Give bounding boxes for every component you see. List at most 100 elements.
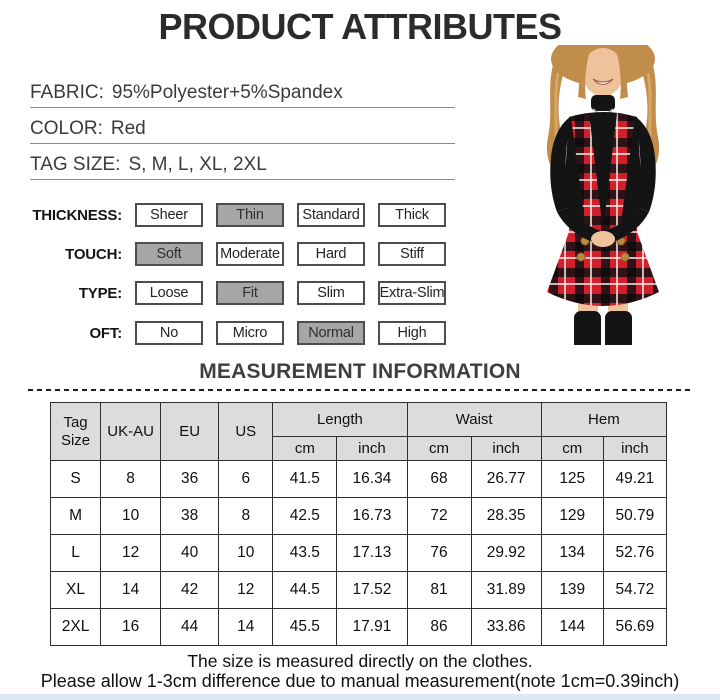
option-extra-slim: Extra-Slim [378, 281, 446, 305]
dashed-divider [28, 389, 690, 391]
option-thin: Thin [216, 203, 284, 227]
option-soft: Soft [135, 242, 203, 266]
measure-value: 38 [160, 497, 220, 535]
measure-value: 14 [218, 608, 274, 646]
measure-value: 36 [160, 460, 220, 498]
measure-value: 8 [218, 497, 274, 535]
model-waistband [569, 221, 637, 232]
option-fit: Fit [216, 281, 284, 305]
attribute-label: TYPE: [78, 284, 122, 302]
spec-value: S, M, L, XL, 2XL [128, 154, 267, 175]
measure-value: 8 [100, 460, 162, 498]
measure-value: 16 [100, 608, 162, 646]
measure-value: 72 [406, 497, 472, 535]
spec-value: 95%Polyester+5%Spandex [111, 82, 343, 103]
option-micro: Micro [216, 321, 284, 345]
measure-value: 42.5 [272, 497, 338, 535]
option-normal: Normal [297, 321, 365, 345]
model-smile [592, 78, 614, 86]
size-row-s: S 8 36 6 41.5 16.34 68 26.77 125 49.21 [49, 460, 668, 498]
measure-value: 42 [160, 571, 220, 609]
product-photo [546, 45, 660, 345]
measure-value: 17.13 [336, 534, 408, 572]
measure-value: 52.76 [602, 534, 668, 572]
size-row-l: L 12 40 10 43.5 17.13 76 29.92 134 52.76 [49, 534, 668, 572]
measure-value: 45.5 [272, 608, 338, 646]
measure-value: 144 [540, 608, 604, 646]
measure-value: 54.72 [602, 571, 668, 609]
measure-value: 139 [540, 571, 604, 609]
measure-value: 86 [406, 608, 472, 646]
attribute-row-type: TYPE: Loose Fit Slim Extra-Slim [0, 280, 446, 306]
size-label: L [49, 534, 102, 572]
spec-label: TAG SIZE: [30, 154, 121, 175]
model-strap [604, 113, 635, 223]
col-subheader-cm: cm [540, 436, 604, 461]
col-header-hem: Hem [540, 402, 668, 437]
measure-value: 28.35 [470, 497, 542, 535]
col-subheader-cm: cm [272, 436, 338, 461]
measure-value: 12 [100, 534, 162, 572]
option-stiff: Stiff [378, 242, 446, 266]
measure-value: 10 [100, 497, 162, 535]
model-skirt [547, 229, 659, 306]
measure-value: 134 [540, 534, 604, 572]
measure-value: 29.92 [470, 534, 542, 572]
option-moderate: Moderate [216, 242, 284, 266]
size-label: M [49, 497, 102, 535]
col-header-tag-size: Tag Size [49, 402, 102, 461]
spec-value: Red [110, 118, 146, 139]
measure-value: 16.34 [336, 460, 408, 498]
option-loose: Loose [135, 281, 203, 305]
col-subheader-cm: cm [406, 436, 472, 461]
attribute-label: OFT: [89, 324, 122, 342]
model-face [582, 48, 624, 96]
spec-label: COLOR: [30, 118, 103, 139]
measure-value: 10 [218, 534, 274, 572]
size-row-m: M 10 38 8 42.5 16.73 72 28.35 129 50.79 [49, 497, 668, 535]
size-row-xl: XL 14 42 12 44.5 17.52 81 31.89 139 54.72 [49, 571, 668, 609]
measure-value: 56.69 [602, 608, 668, 646]
measure-value: 129 [540, 497, 604, 535]
size-row-2xl: 2XL 16 44 14 45.5 17.91 86 33.86 144 56.69 [49, 608, 668, 646]
measure-value: 17.91 [336, 608, 408, 646]
model-strap [571, 113, 602, 223]
col-header-waist: Waist [406, 402, 542, 437]
measure-value: 14 [100, 571, 162, 609]
measurement-title: MEASUREMENT INFORMATION [199, 360, 521, 383]
measure-value: 81 [406, 571, 472, 609]
bottom-strip [0, 694, 720, 700]
model-sock [574, 311, 601, 345]
spec-fabric: FABRIC: 95%Polyester+5%Spandex [30, 82, 455, 108]
option-thick: Thick [378, 203, 446, 227]
measure-value: 40 [160, 534, 220, 572]
attribute-row-touch: TOUCH: Soft Moderate Hard Stiff [0, 241, 446, 267]
measure-value: 44.5 [272, 571, 338, 609]
option-sheer: Sheer [135, 203, 203, 227]
page-title: PRODUCT ATTRIBUTES [158, 6, 562, 47]
size-label: 2XL [49, 608, 102, 646]
measure-value: 33.86 [470, 608, 542, 646]
attribute-label: TOUCH: [65, 245, 122, 263]
measure-value: 49.21 [602, 460, 668, 498]
option-hard: Hard [297, 242, 365, 266]
attribute-row-oft: OFT: No Micro Normal High [0, 320, 446, 346]
measure-value: 41.5 [272, 460, 338, 498]
footer-note-1: The size is measured directly on the clo… [187, 651, 533, 671]
measure-value: 16.73 [336, 497, 408, 535]
col-header-uk-au: UK-AU [100, 402, 162, 461]
col-subheader-inch: inch [470, 436, 542, 461]
measure-value: 68 [406, 460, 472, 498]
option-slim: Slim [297, 281, 365, 305]
col-header-length: Length [272, 402, 408, 437]
measure-value: 44 [160, 608, 220, 646]
col-header-us: US [218, 402, 274, 461]
size-label: XL [49, 571, 102, 609]
spec-label: FABRIC: [30, 82, 104, 103]
measure-value: 6 [218, 460, 274, 498]
footer-note-2: Please allow 1-3cm difference due to man… [40, 671, 680, 691]
measure-value: 76 [406, 534, 472, 572]
measure-value: 26.77 [470, 460, 542, 498]
size-table: Tag Size UK-AU EU US Length Waist Hem cm inch cm i… [49, 402, 668, 646]
model-sock [605, 311, 632, 345]
